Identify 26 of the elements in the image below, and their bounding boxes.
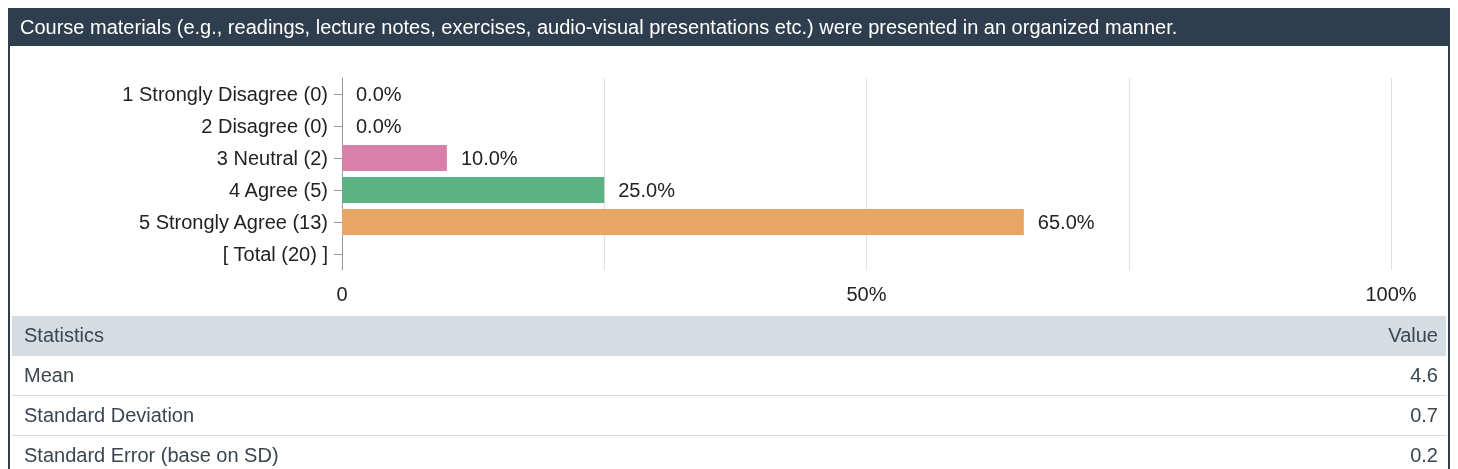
text: Statistics <box>24 323 105 348</box>
data-label: 4.6 <box>1410 363 1438 388</box>
chart-title: Course materials (e.g., readings, lecture notes, exercises, audio-visual presentations etc.) were presented in an organized manner. <box>10 8 1448 46</box>
data-label: 65.0% <box>1037 211 1095 233</box>
text: Value <box>1388 323 1438 348</box>
y-tick-label: 3 Neutral (2) <box>216 147 328 169</box>
y-tick-label: 2 Disagree (0) <box>201 115 328 137</box>
bar <box>342 145 447 171</box>
data-label: 0.0% <box>356 83 402 105</box>
y-tick-label: 1 Strongly Disagree (0) <box>122 83 328 105</box>
y-tick-label: [ Total (20) ] <box>222 243 328 265</box>
y-tick-label: 5 Strongly Agree (13) <box>139 211 328 233</box>
x-tick-label: 50% <box>846 283 887 305</box>
data-label: 25.0% <box>618 179 676 201</box>
data-label: 0.2 <box>1410 443 1438 468</box>
x-tick-label: 100% <box>1365 283 1417 305</box>
data-label: 0.0% <box>356 115 402 137</box>
category-label: Standard Deviation <box>24 403 195 428</box>
x-tick-label: 0 <box>336 283 348 305</box>
bar <box>342 177 605 203</box>
bar <box>342 209 1024 235</box>
data-label: 0.7 <box>1410 403 1438 428</box>
category-label: Mean <box>24 363 75 388</box>
data-label: 10.0% <box>460 147 518 169</box>
category-label: Standard Error (base on SD) <box>24 443 279 468</box>
y-tick-label: 4 Agree (5) <box>229 179 328 201</box>
